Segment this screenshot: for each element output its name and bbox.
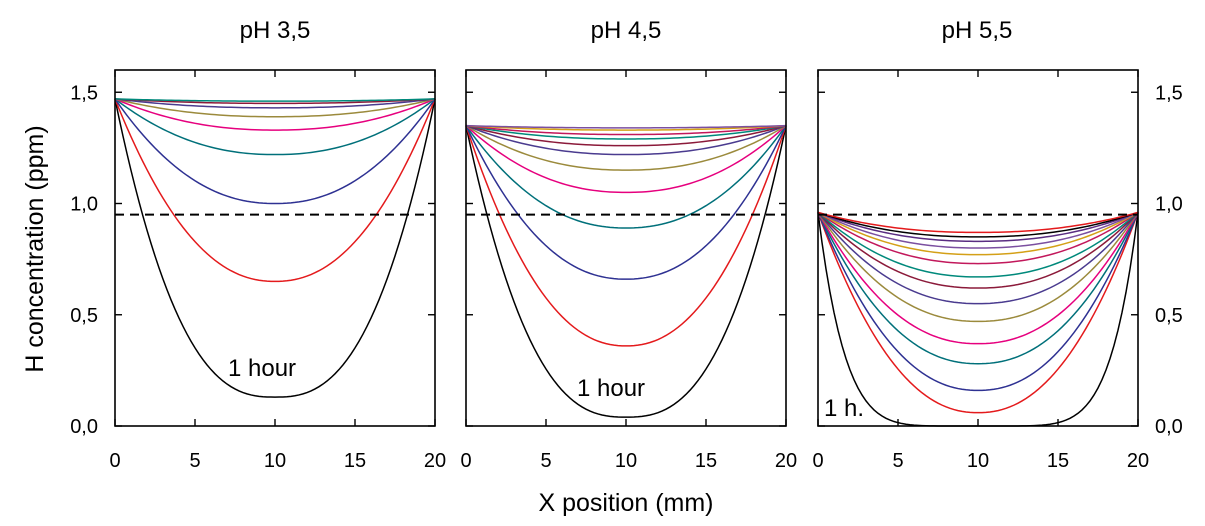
x-tick-label: 5: [189, 450, 200, 472]
plot-frame: [465, 69, 787, 427]
series-line: [465, 124, 787, 131]
annotation-label: 1 h.: [824, 395, 864, 422]
series-group: [114, 98, 436, 398]
series-line: [465, 124, 787, 156]
series-line: [817, 212, 1139, 365]
x-tick-label: 10: [264, 450, 286, 472]
y-axis-title: H concentration (ppm): [21, 125, 49, 372]
x-axis-title: X position (mm): [538, 489, 713, 517]
series-group: [817, 211, 1139, 427]
x-tick-labels: 0 5 10 15 20 0 5 10 15 20 0 5 10 15 20: [109, 450, 1149, 472]
x-tick-label: 10: [615, 450, 637, 472]
y-tick-label: 1,0: [1155, 194, 1183, 216]
y-tick-label: 1,5: [1155, 82, 1183, 104]
series-line: [465, 124, 787, 147]
series-line: [114, 98, 436, 102]
x-tick-label: 0: [812, 450, 823, 472]
y-tick-label: 1,0: [70, 194, 98, 216]
x-tick-label: 20: [1127, 450, 1149, 472]
series-line: [114, 98, 436, 205]
series-line: [465, 124, 787, 136]
series-line: [114, 98, 436, 105]
series-line: [465, 125, 787, 194]
series-line: [817, 212, 1139, 345]
annotation-label: 1 hour: [577, 375, 645, 402]
series-line: [817, 211, 1139, 249]
series-line: [114, 98, 436, 398]
x-tick-label: 20: [775, 450, 797, 472]
y-tick-labels: 0,0 0,0 0,5 0,5 1,0 1,0 1,5 1,5: [70, 82, 1183, 438]
panel-ph-4-5: pH 4,5 1 hour: [465, 17, 787, 427]
x-tick-label: 15: [695, 450, 717, 472]
series-line: [817, 211, 1139, 256]
series-line: [114, 98, 436, 156]
annotation-label: 1 hour: [228, 355, 296, 382]
y-tick-label: 1,5: [70, 82, 98, 104]
series-line: [114, 98, 436, 283]
series-line: [465, 125, 787, 229]
series-line: [817, 211, 1139, 265]
y-tick-label: 0,0: [70, 416, 98, 438]
series-line: [817, 211, 1139, 238]
tick-marks: [817, 70, 1139, 427]
x-tick-label: 10: [967, 450, 989, 472]
panel-ph-3-5: pH 3,5 1 hour: [114, 17, 436, 427]
panel-title: pH 5,5: [942, 17, 1013, 44]
x-tick-label: 20: [424, 450, 446, 472]
series-line: [465, 124, 787, 129]
series-line: [817, 212, 1139, 392]
series-line: [817, 211, 1139, 234]
x-tick-label: 5: [540, 450, 551, 472]
series-line: [817, 211, 1139, 278]
series-line: [465, 124, 787, 140]
series-line: [465, 125, 787, 280]
panel-title: pH 3,5: [240, 17, 311, 44]
y-tick-label: 0,5: [1155, 305, 1183, 327]
x-tick-label: 0: [109, 450, 120, 472]
series-line: [817, 211, 1139, 323]
x-tick-label: 15: [1047, 450, 1069, 472]
tick-marks: [465, 70, 787, 427]
x-tick-label: 0: [460, 450, 471, 472]
panel-ph-5-5: pH 5,5 1 h.: [817, 17, 1139, 427]
series-line: [465, 125, 787, 347]
series-group: [465, 124, 787, 418]
tick-marks: [114, 70, 436, 427]
series-line: [817, 212, 1139, 414]
series-line: [114, 98, 436, 131]
series-line: [114, 98, 436, 118]
series-line: [465, 124, 787, 171]
y-tick-label: 0,5: [70, 305, 98, 327]
series-line: [817, 212, 1139, 427]
y-tick-label: 0,0: [1155, 416, 1183, 438]
series-line: [465, 125, 787, 418]
panel-title: pH 4,5: [591, 17, 662, 44]
x-tick-label: 15: [344, 450, 366, 472]
series-line: [817, 211, 1139, 305]
x-tick-label: 5: [892, 450, 903, 472]
series-line: [114, 98, 436, 109]
series-line: [817, 211, 1139, 243]
series-line: [817, 211, 1139, 289]
